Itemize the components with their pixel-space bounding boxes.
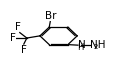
Text: F: F [15, 22, 21, 32]
Text: F: F [10, 33, 16, 43]
Text: F: F [21, 45, 27, 55]
Text: N: N [79, 40, 86, 50]
Text: Br: Br [44, 11, 56, 21]
Text: NH: NH [90, 40, 106, 50]
Text: H: H [77, 43, 84, 52]
Text: 2: 2 [94, 44, 98, 50]
